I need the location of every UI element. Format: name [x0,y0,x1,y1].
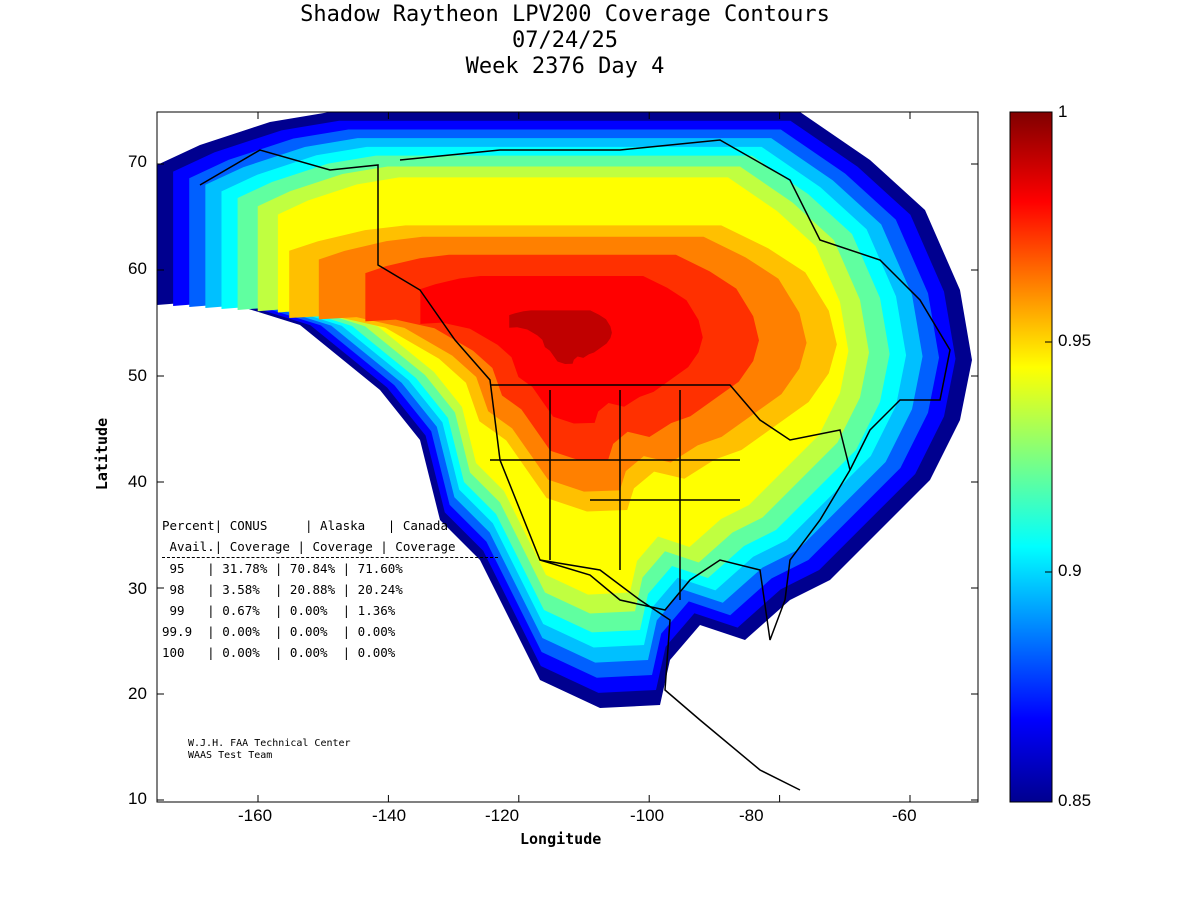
table-row: 98 | 3.58% | 20.88% | 20.24% [162,582,403,597]
credit-line-1: W.J.H. FAA Technical Center [188,738,351,749]
colorbar-tick: 1 [1058,102,1068,121]
y-tick: 40 [128,472,147,491]
y-tick: 30 [128,579,147,598]
coverage-table: Percent| CONUS | Alaska | Canada Avail.|… [162,515,498,663]
colorbar-tick: 0.95 [1058,331,1092,350]
table-row: 95 | 31.78% | 70.84% | 71.60% [162,561,403,576]
canada-us-border [490,384,851,471]
table-row: 99 | 0.67% | 0.00% | 1.36% [162,603,396,618]
chart-title: Shadow Raytheon LPV200 Coverage Contours… [0,2,1130,80]
x-tick: -160 [238,806,273,825]
title-date: 07/24/25 [512,28,618,53]
x-axis-label: Longitude [520,830,602,848]
colorbar-tick: 0.9 [1058,561,1082,580]
title-line-1: Shadow Raytheon LPV200 Coverage Contours [300,2,830,27]
mexico-outline [539,559,801,791]
x-tick: -100 [630,806,665,825]
table-row: 99.9 | 0.00% | 0.00% | 0.00% [162,624,396,639]
credit: W.J.H. FAA Technical Center WAAS Test Tea… [188,738,351,762]
title-week: Week 2376 Day 4 [465,54,665,79]
x-tick: -60 [892,806,917,825]
table-row: 100 | 0.00% | 0.00% | 0.00% [162,645,396,660]
x-tick: -140 [372,806,407,825]
x-tick: -120 [485,806,520,825]
colorbar [1009,111,1053,803]
y-tick: 60 [128,259,147,278]
coastline [199,139,951,641]
contour-level [509,310,612,365]
plot-frame [156,111,979,803]
table-header: Avail.| Coverage | Coverage | Coverage [162,536,498,558]
colorbar-tick: 0.85 [1058,791,1092,810]
state-lines [490,390,740,600]
table-header: Percent| CONUS | Alaska | Canada [162,518,464,533]
y-tick: 20 [128,684,147,703]
credit-line-2: WAAS Test Team [188,750,273,761]
y-tick: 50 [128,366,147,385]
y-tick: 10 [128,789,147,808]
y-tick: 70 [128,152,147,171]
x-tick: -80 [739,806,764,825]
y-axis-label: Latitude [93,417,112,491]
